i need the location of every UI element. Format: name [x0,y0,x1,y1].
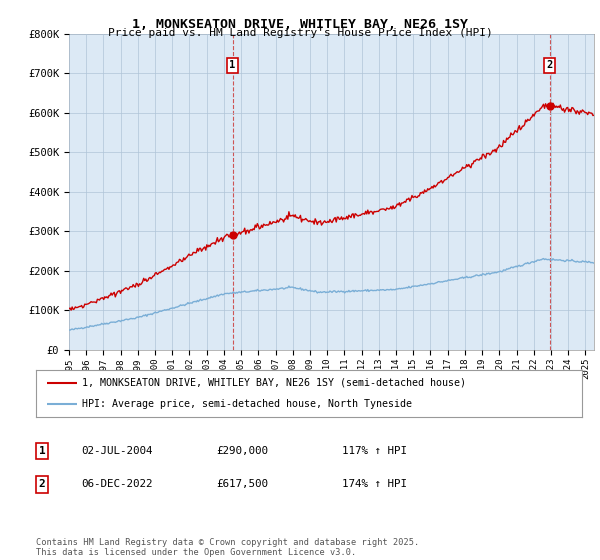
Text: Contains HM Land Registry data © Crown copyright and database right 2025.
This d: Contains HM Land Registry data © Crown c… [36,538,419,557]
Text: £290,000: £290,000 [216,446,268,456]
Text: 1, MONKSEATON DRIVE, WHITLEY BAY, NE26 1SY: 1, MONKSEATON DRIVE, WHITLEY BAY, NE26 1… [132,18,468,31]
Text: 1: 1 [229,60,236,70]
Text: 117% ↑ HPI: 117% ↑ HPI [342,446,407,456]
Text: 2: 2 [547,60,553,70]
Text: 2: 2 [38,479,46,489]
Text: £617,500: £617,500 [216,479,268,489]
Text: 02-JUL-2004: 02-JUL-2004 [81,446,152,456]
Text: HPI: Average price, semi-detached house, North Tyneside: HPI: Average price, semi-detached house,… [82,399,412,409]
Text: 06-DEC-2022: 06-DEC-2022 [81,479,152,489]
Text: 174% ↑ HPI: 174% ↑ HPI [342,479,407,489]
Text: 1: 1 [38,446,46,456]
Text: Price paid vs. HM Land Registry's House Price Index (HPI): Price paid vs. HM Land Registry's House … [107,28,493,38]
Text: 1, MONKSEATON DRIVE, WHITLEY BAY, NE26 1SY (semi-detached house): 1, MONKSEATON DRIVE, WHITLEY BAY, NE26 1… [82,378,466,388]
